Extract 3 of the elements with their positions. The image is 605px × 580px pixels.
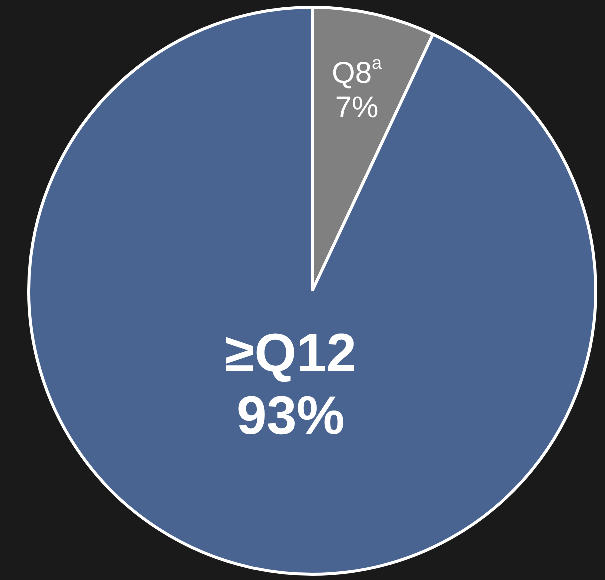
data-label: 93% (236, 386, 345, 446)
data-label: 7% (335, 91, 379, 124)
slice-label: ≥Q12 (225, 324, 357, 384)
